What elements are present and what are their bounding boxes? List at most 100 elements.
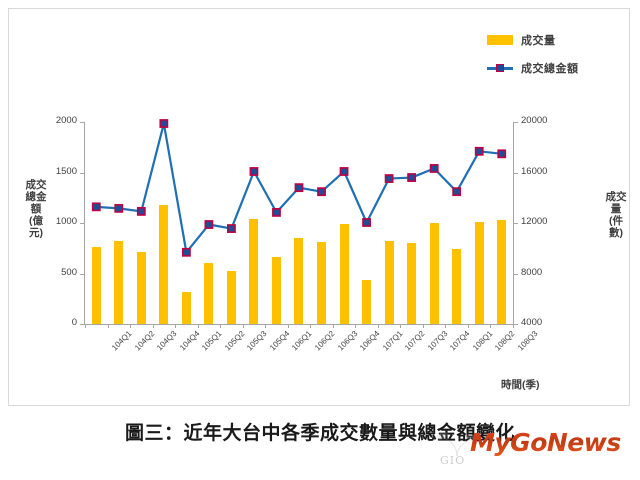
bar-104Q3[interactable] xyxy=(136,252,146,324)
x-tick xyxy=(490,324,492,328)
x-tick xyxy=(422,324,424,328)
line-marker-107Q2[interactable] xyxy=(384,174,394,183)
line-marker-108Q3[interactable] xyxy=(497,149,507,159)
y-right-tick-label-16000: 16000 xyxy=(521,165,548,177)
y-right-tick-label-4000: 4000 xyxy=(521,317,543,328)
line-marker-105Q3[interactable] xyxy=(227,224,236,233)
x-tick xyxy=(107,324,109,328)
x-tick xyxy=(197,324,199,328)
line-marker-104Q2[interactable] xyxy=(114,203,124,213)
line-marker-106Q4[interactable] xyxy=(339,167,349,176)
x-tick-label-107Q4: 107Q4 xyxy=(448,329,472,353)
x-axis-line xyxy=(84,324,514,325)
x-tick-label-107Q1: 107Q1 xyxy=(380,329,404,353)
bars-layer xyxy=(85,122,513,324)
x-tick-label-104Q3: 104Q3 xyxy=(155,329,179,353)
bar-104Q4[interactable] xyxy=(159,204,169,324)
x-tick xyxy=(377,324,379,328)
bar-108Q2[interactable] xyxy=(474,222,484,324)
x-tick-label-106Q3: 106Q3 xyxy=(335,329,359,353)
bar-107Q2[interactable] xyxy=(384,241,394,324)
x-tick-label-104Q4: 104Q4 xyxy=(177,329,202,353)
bar-104Q1[interactable] xyxy=(91,247,101,324)
bar-106Q3[interactable] xyxy=(317,241,327,324)
x-tick-label-106Q2: 106Q2 xyxy=(313,329,337,353)
line-marker-105Q1[interactable] xyxy=(181,247,191,257)
bar-108Q3[interactable] xyxy=(497,219,507,324)
line-marker-107Q3[interactable] xyxy=(407,173,417,182)
x-tick-label-107Q3: 107Q3 xyxy=(425,329,450,353)
x-tick-label-105Q3: 105Q3 xyxy=(245,329,269,353)
bar-107Q3[interactable] xyxy=(407,242,417,324)
line-marker-108Q1[interactable] xyxy=(452,187,462,197)
line-marker-105Q2[interactable] xyxy=(204,220,214,229)
legend-item-volume[interactable]: 成交量 xyxy=(487,29,617,51)
legend-item-amount[interactable]: 成交總金額 xyxy=(487,57,617,79)
x-tick-label-105Q4: 105Q4 xyxy=(267,329,292,353)
x-tick-label-105Q2: 105Q2 xyxy=(222,329,247,353)
y-right-tick-label-12000: 12000 xyxy=(521,216,548,227)
bar-108Q1[interactable] xyxy=(452,248,462,324)
line-marker-106Q3[interactable] xyxy=(317,187,326,197)
y-left-tick xyxy=(80,273,84,275)
y-axis-right-title: 成交量(件數) xyxy=(605,191,627,239)
line-marker-108Q2[interactable] xyxy=(474,146,484,156)
y-left-tick xyxy=(80,172,84,174)
x-tick xyxy=(85,324,86,328)
line-marker-107Q4[interactable] xyxy=(429,164,439,173)
x-tick xyxy=(355,324,357,328)
figure-caption: 圖三：近年大台中各季成交數量與總金額變化 xyxy=(124,422,515,444)
y-left-tick-label-500: 500 xyxy=(61,266,77,278)
y-axis-left-line xyxy=(84,122,85,325)
x-tick xyxy=(332,324,334,328)
line-marker-107Q1[interactable] xyxy=(362,218,371,227)
legend-line-swatch-icon xyxy=(487,62,513,74)
y-left-tick-label-0: 0 xyxy=(71,317,77,328)
bar-107Q4[interactable] xyxy=(429,223,439,324)
y-right-tick xyxy=(514,223,518,224)
x-tick-label-108Q3: 108Q3 xyxy=(515,329,540,353)
x-tick-label-107Q2: 107Q2 xyxy=(403,329,427,353)
x-tick-label-106Q4: 106Q4 xyxy=(358,329,382,353)
bar-105Q3[interactable] xyxy=(226,270,236,324)
x-tick xyxy=(265,324,267,328)
line-marker-104Q1[interactable] xyxy=(91,202,101,212)
plot-area: 0 500 1000 1500 2000 4000 8000 12000 16000 20000 xyxy=(56,115,547,328)
legend-bar-swatch-icon xyxy=(487,35,513,45)
x-tick xyxy=(467,324,469,328)
x-tick xyxy=(220,324,222,328)
x-tick xyxy=(152,324,154,328)
line-marker-106Q2[interactable] xyxy=(294,183,304,193)
gio-logo-text: GIO xyxy=(440,454,466,467)
x-tick-label-104Q1: 104Q1 xyxy=(110,329,134,353)
bar-106Q2[interactable] xyxy=(294,237,304,324)
bar-106Q1[interactable] xyxy=(271,257,281,324)
bar-105Q2[interactable] xyxy=(204,263,214,324)
y-left-tick-label-1000: 1000 xyxy=(55,216,77,227)
bar-104Q2[interactable] xyxy=(114,241,124,324)
bar-105Q4[interactable] xyxy=(249,219,259,324)
line-marker-104Q3[interactable] xyxy=(136,206,146,216)
bar-105Q1[interactable] xyxy=(181,291,191,324)
y-axis-left-title: 成交總金額(億元) xyxy=(25,179,47,239)
x-tick-label-105Q1: 105Q1 xyxy=(200,329,224,353)
y-left-tick-label-2000: 2000 xyxy=(55,115,77,126)
x-tick-label-106Q1: 106Q1 xyxy=(290,329,314,353)
y-axis-right-line xyxy=(513,122,514,325)
line-marker-104Q4[interactable] xyxy=(159,119,169,128)
y-left-tick xyxy=(80,223,84,224)
x-tick-label-104Q2: 104Q2 xyxy=(132,329,157,353)
x-tick xyxy=(310,324,312,328)
line-marker-106Q1[interactable] xyxy=(272,208,281,217)
x-tick xyxy=(242,324,244,328)
x-tick xyxy=(175,324,177,328)
bar-106Q4[interactable] xyxy=(339,224,349,324)
x-axis-tick-labels: 104Q1 104Q2 104Q3 104Q4 105Q1 105Q2 105Q3 105Q4… xyxy=(85,327,539,371)
legend-label-amount: 成交總金額 xyxy=(521,63,579,75)
line-marker-105Q4[interactable] xyxy=(249,167,259,176)
mygonews-watermark: MyGoNews xyxy=(470,428,621,457)
y-right-tick-label-8000: 8000 xyxy=(521,266,543,278)
x-tick-label-108Q1: 108Q1 xyxy=(470,329,495,353)
bar-107Q1[interactable] xyxy=(362,279,372,324)
